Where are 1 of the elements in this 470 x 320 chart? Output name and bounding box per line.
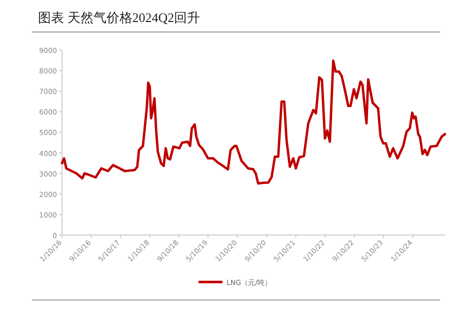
chart-title: 图表 天然气价格2024Q2回升 — [38, 10, 200, 25]
